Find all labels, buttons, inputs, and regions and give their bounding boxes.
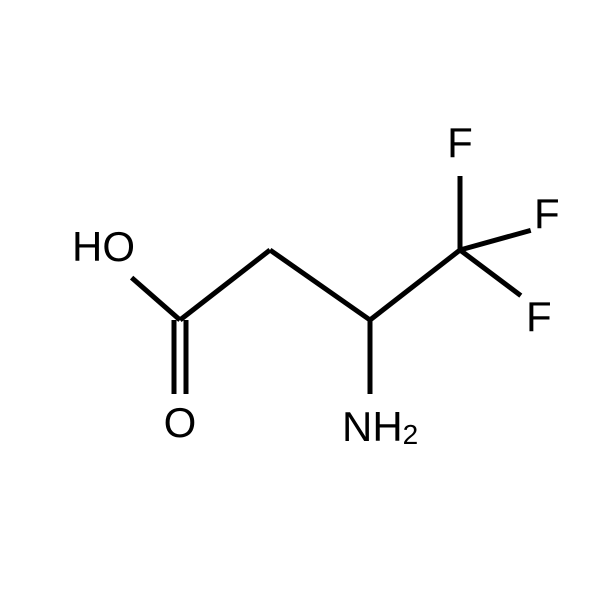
atom-label-o_dbl: O <box>164 399 197 446</box>
atom-label-f_dn: F <box>526 293 552 340</box>
atom-label-nh2: NH2 <box>342 403 418 450</box>
bond <box>460 230 531 250</box>
bond <box>180 250 270 320</box>
atom-label-f_rt: F <box>534 190 560 237</box>
atom-label-oh: HO <box>72 223 135 270</box>
bond <box>270 250 370 320</box>
molecule-canvas: HO O NH2 F F F <box>0 0 600 600</box>
bond <box>460 250 521 296</box>
bond <box>370 250 460 320</box>
bond <box>132 278 180 320</box>
atom-label-f_up: F <box>447 119 473 166</box>
